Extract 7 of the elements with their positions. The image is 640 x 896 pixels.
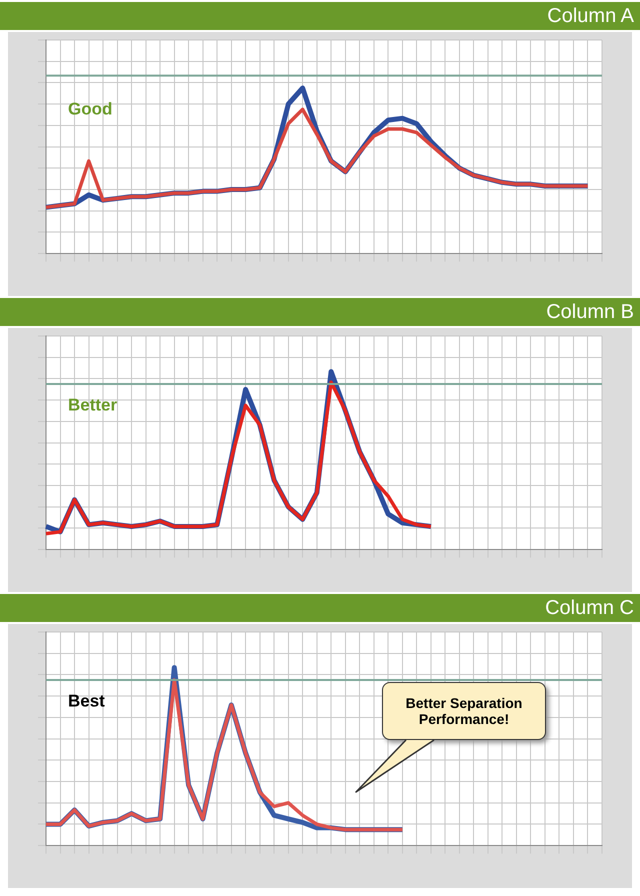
annotation: Better xyxy=(68,396,118,415)
annotation: Better Separation Performance! xyxy=(382,682,546,740)
chart-title: Column B xyxy=(0,296,640,326)
chart-title: Column A xyxy=(0,0,640,30)
annotation: Best xyxy=(68,692,106,711)
chart-title: Column C xyxy=(0,592,640,622)
annotation: Good xyxy=(68,100,112,119)
